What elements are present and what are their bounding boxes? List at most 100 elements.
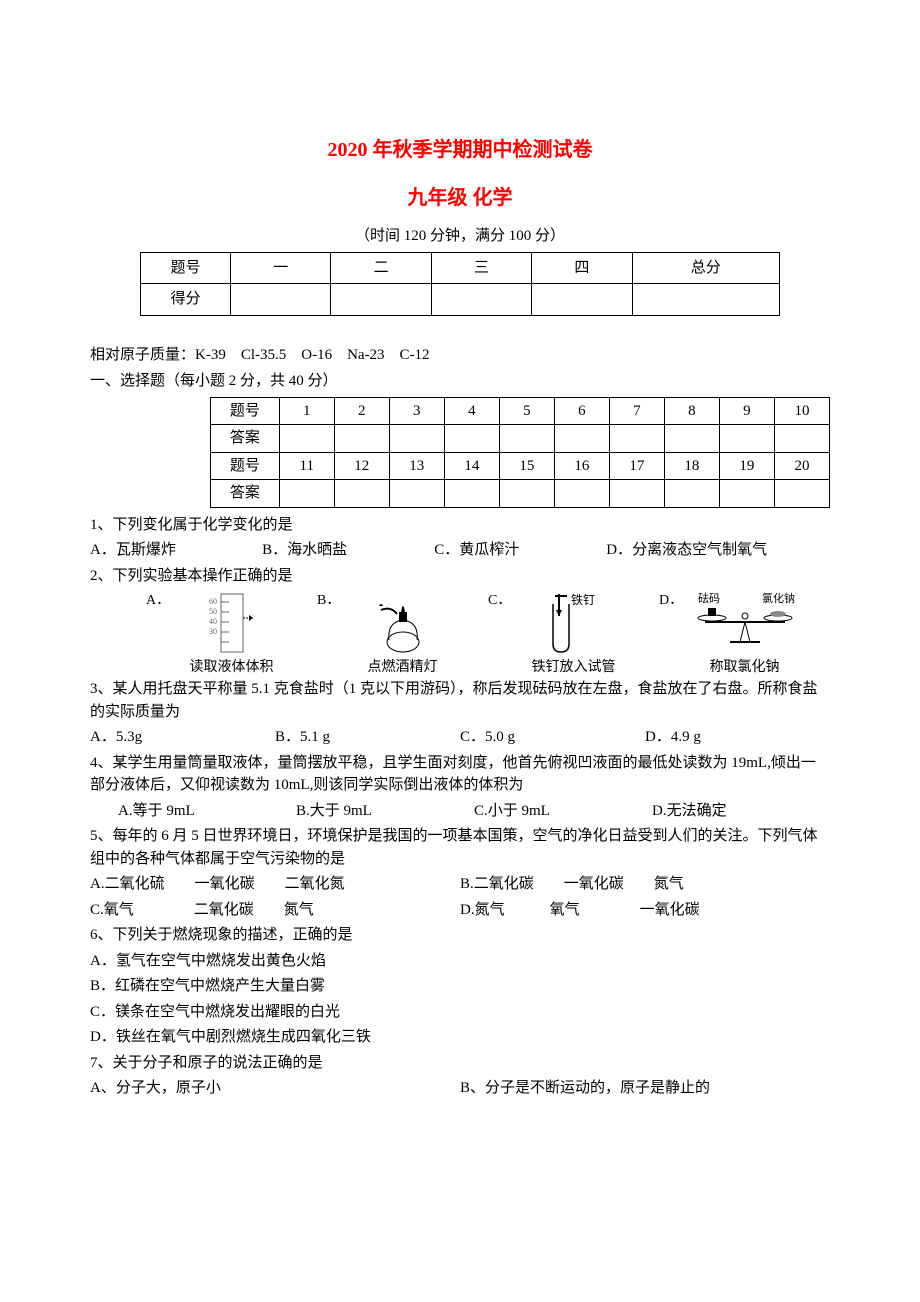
q2-A-cell: A． 60 50 40 30 bbox=[146, 590, 317, 655]
cell bbox=[279, 425, 334, 453]
nail-label: 铁钉 bbox=[571, 593, 595, 607]
q5-D: D.氮气 氧气 一氧化碳 bbox=[460, 899, 830, 922]
q5-B: B.二氧化碳 一氧化碳 氮气 bbox=[460, 873, 830, 896]
q1-D: D．分离液态空气制氧气 bbox=[606, 539, 830, 562]
cell bbox=[444, 480, 499, 508]
time-info: （时间 120 分钟，满分 100 分） bbox=[90, 225, 830, 248]
q2-cap-A: 读取液体体积 bbox=[146, 657, 317, 678]
cell bbox=[664, 480, 719, 508]
cell bbox=[444, 425, 499, 453]
cell: 四 bbox=[532, 252, 632, 284]
q4-C: C.小于 9mL bbox=[474, 800, 652, 823]
q4-B: B.大于 9mL bbox=[296, 800, 474, 823]
cell: 19 bbox=[719, 452, 774, 480]
cell bbox=[554, 480, 609, 508]
table-row: 得分 bbox=[141, 284, 780, 316]
cell: 答案 bbox=[211, 480, 280, 508]
cell: 16 bbox=[554, 452, 609, 480]
section1-header: 一、选择题（每小题 2 分，共 40 分） bbox=[90, 370, 830, 393]
cell: 13 bbox=[389, 452, 444, 480]
q5-C: C.氧气 二氧化碳 氮气 bbox=[90, 899, 460, 922]
svg-text:50: 50 bbox=[209, 607, 217, 616]
cell: 一 bbox=[231, 252, 331, 284]
cell bbox=[389, 425, 444, 453]
cell: 17 bbox=[609, 452, 664, 480]
q4-stem: 4、某学生用量筒量取液体，量筒摆放平稳，且学生面对刻度，他首先俯视凹液面的最低处… bbox=[90, 752, 830, 797]
cell: 8 bbox=[664, 397, 719, 425]
cell bbox=[774, 425, 829, 453]
cell: 2 bbox=[334, 397, 389, 425]
cell: 4 bbox=[444, 397, 499, 425]
cell: 答案 bbox=[211, 425, 280, 453]
q3-A: A．5.3g bbox=[90, 726, 275, 749]
svg-text:60: 60 bbox=[209, 597, 217, 606]
svg-text:40: 40 bbox=[209, 617, 217, 626]
q5-options-1: A.二氧化硫 一氧化碳 二氧化氮 B.二氧化碳 一氧化碳 氮气 bbox=[90, 873, 830, 896]
q7-A: A、分子大，原子小 bbox=[90, 1077, 460, 1100]
q2-D-label: D． bbox=[659, 593, 683, 608]
q1-B: B．海水晒盐 bbox=[262, 539, 434, 562]
cell: 总分 bbox=[632, 252, 779, 284]
table-row: 题号 1 2 3 4 5 6 7 8 9 10 bbox=[211, 397, 830, 425]
score-table: 题号 一 二 三 四 总分 得分 bbox=[140, 252, 780, 316]
cell: 14 bbox=[444, 452, 499, 480]
q1-C: C．黄瓜榨汁 bbox=[434, 539, 606, 562]
cell bbox=[664, 425, 719, 453]
weight-label: 砝码 bbox=[698, 592, 720, 605]
cell: 18 bbox=[664, 452, 719, 480]
test-tube-icon: 铁钉 bbox=[488, 591, 659, 655]
q4-options: A.等于 9mL B.大于 9mL C.小于 9mL D.无法确定 bbox=[90, 800, 830, 823]
cell bbox=[334, 425, 389, 453]
cell: 9 bbox=[719, 397, 774, 425]
cell: 12 bbox=[334, 452, 389, 480]
cell bbox=[609, 480, 664, 508]
cell bbox=[774, 480, 829, 508]
cell: 5 bbox=[499, 397, 554, 425]
svg-text:30: 30 bbox=[209, 627, 217, 636]
q2-B-cell: B． bbox=[317, 590, 488, 655]
cell: 15 bbox=[499, 452, 554, 480]
table-row: 答案 bbox=[211, 425, 830, 453]
q3-options: A．5.3g B．5.1 g C．5.0 g D．4.9 g bbox=[90, 726, 830, 749]
q2-B-label: B． bbox=[317, 593, 340, 608]
balance-icon: 砝码 氯化钠 bbox=[659, 591, 830, 655]
q4-D: D.无法确定 bbox=[652, 800, 830, 823]
cell bbox=[431, 284, 531, 316]
q2-D-cell: D． 砝码 氯化钠 bbox=[659, 590, 830, 655]
cell bbox=[499, 480, 554, 508]
cell: 11 bbox=[279, 452, 334, 480]
q2-A-label: A． bbox=[146, 593, 170, 608]
q2-C-label: C． bbox=[488, 593, 511, 608]
q6-A: A．氢气在空气中燃烧发出黄色火焰 bbox=[90, 950, 830, 973]
answer-table: 题号 1 2 3 4 5 6 7 8 9 10 答案 题号 11 12 13 1… bbox=[210, 397, 830, 508]
exam-title-1: 2020 年秋季学期期中检测试卷 bbox=[90, 135, 830, 165]
cell bbox=[609, 425, 664, 453]
q6-D: D．铁丝在氧气中剧烈燃烧生成四氧化三铁 bbox=[90, 1026, 830, 1049]
exam-title-2: 九年级 化学 bbox=[90, 183, 830, 213]
q6-stem: 6、下列关于燃烧现象的描述，正确的是 bbox=[90, 924, 830, 947]
cylinder-icon: 60 50 40 30 bbox=[146, 591, 317, 655]
cell: 题号 bbox=[141, 252, 231, 284]
q3-D: D．4.9 g bbox=[645, 726, 830, 749]
q6-C: C．镁条在空气中燃烧发出耀眼的白光 bbox=[90, 1001, 830, 1024]
q2-C-cell: C． 铁钉 bbox=[488, 590, 659, 655]
q3-C: C．5.0 g bbox=[460, 726, 645, 749]
q2-cap-B: 点燃酒精灯 bbox=[317, 657, 488, 678]
q7-options: A、分子大，原子小 B、分子是不断运动的，原子是静止的 bbox=[90, 1077, 830, 1100]
cell bbox=[389, 480, 444, 508]
q3-stem: 3、某人用托盘天平称量 5.1 克食盐时（1 克以下用游码），称后发现砝码放在左… bbox=[90, 678, 830, 723]
cell bbox=[554, 425, 609, 453]
q2-captions: 读取液体体积 点燃酒精灯 铁钉放入试管 称取氯化钠 bbox=[90, 657, 830, 678]
q5-stem: 5、每年的 6 月 5 日世界环境日，环境保护是我国的一项基本国策，空气的净化日… bbox=[90, 825, 830, 870]
cell bbox=[632, 284, 779, 316]
q4-A: A.等于 9mL bbox=[118, 800, 296, 823]
q2-cap-D: 称取氯化钠 bbox=[659, 657, 830, 678]
q6-B: B．红磷在空气中燃烧产生大量白雾 bbox=[90, 975, 830, 998]
q5-options-2: C.氧气 二氧化碳 氮气 D.氮气 氧气 一氧化碳 bbox=[90, 899, 830, 922]
cell: 题号 bbox=[211, 452, 280, 480]
q1-options: A．瓦斯爆炸 B．海水晒盐 C．黄瓜榨汁 D．分离液态空气制氧气 bbox=[90, 539, 830, 562]
cell: 1 bbox=[279, 397, 334, 425]
q1-stem: 1、下列变化属于化学变化的是 bbox=[90, 514, 830, 537]
q5-A: A.二氧化硫 一氧化碳 二氧化氮 bbox=[90, 873, 460, 896]
cell: 三 bbox=[431, 252, 531, 284]
